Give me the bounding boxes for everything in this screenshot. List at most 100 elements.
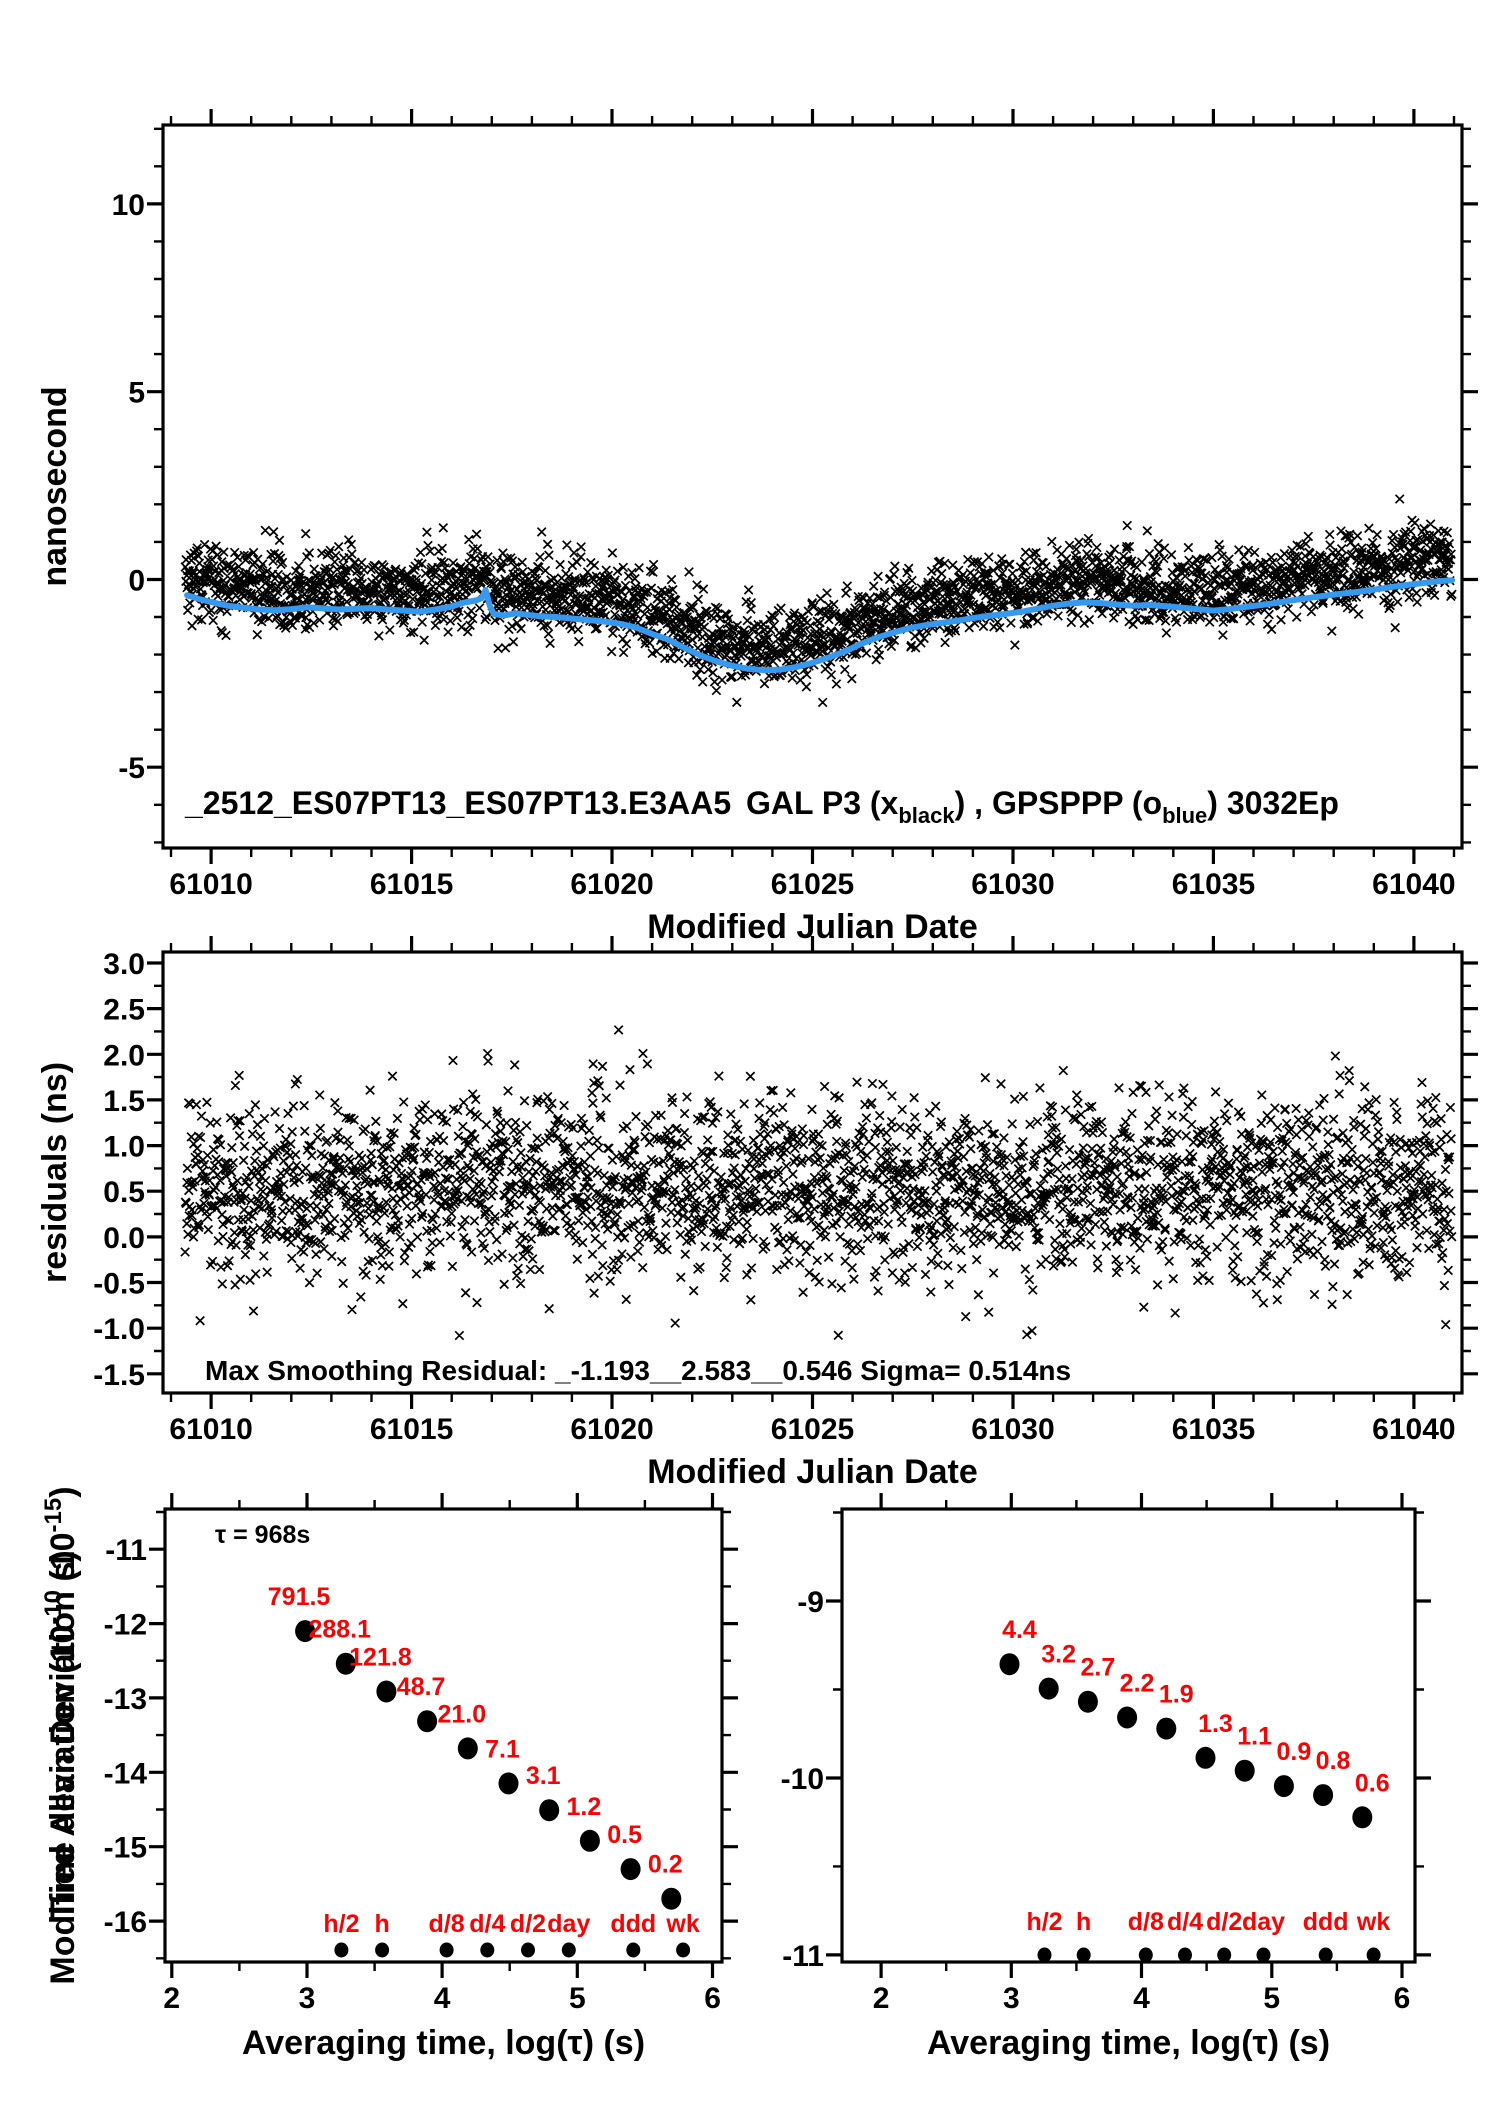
- mdev-tau-mark-label: d/2: [510, 1910, 546, 1938]
- tdev-x-tick-label: 4: [1133, 1982, 1150, 2015]
- top-panel-x-tick-label: 61025: [771, 868, 854, 901]
- mdev-y-axis-title: Modified Allan Deviation (10-15): [40, 1486, 82, 1984]
- residuals-panel-x-tick-label: 61025: [771, 1413, 854, 1446]
- tau-annotation: τ = 968s: [215, 1521, 310, 1549]
- tdev-point: [1352, 1806, 1373, 1829]
- top-panel-minor-ticks: [154, 116, 1471, 857]
- mdev-point: [661, 1887, 682, 1910]
- tdev-x-tick-label: 3: [1003, 1982, 1020, 2015]
- mdev-tau-mark-label: wk: [665, 1910, 699, 1938]
- residuals-scatter-markers: [180, 1025, 1457, 1341]
- legend-separator: ) , GPSPPP (o: [955, 785, 1162, 821]
- top-y-axis-title: nanosecond: [36, 386, 74, 586]
- tdev-frame: 2 3 4 5 6 -9 -10 -11: [781, 1493, 1431, 2015]
- residuals-panel-y-tick-label: -1.0: [93, 1313, 145, 1346]
- residuals-panel: 61010 61015 61020 61025 61030 61035 61040 3.0 2.…: [36, 936, 1478, 1491]
- mdev-point-value-label: 121.8: [349, 1644, 412, 1672]
- legend-epochs: ) 3032Ep: [1207, 785, 1339, 821]
- mdev-y-title-part: Modified Allan Deviation (10: [44, 1532, 82, 1984]
- mdev-tau-mark-dot: [375, 1942, 390, 1958]
- link-title: _2512_ES07PT13_ES07PT13.E3AA5: [184, 785, 731, 821]
- tdev-point-value-label: 1.3: [1198, 1710, 1233, 1738]
- tdev-point: [1313, 1784, 1334, 1807]
- max-smoothing-residual-annotation: Max Smoothing Residual: _-1.193__2.583__…: [205, 1355, 1071, 1386]
- residuals-panel-x-tick-label: 61020: [570, 1413, 653, 1446]
- mdev-x-tick-label: 3: [299, 1982, 316, 2015]
- legend-series1: GAL P3 (x: [746, 785, 899, 821]
- mdev-point: [539, 1799, 560, 1822]
- tdev-tau-mark-label: h: [1076, 1908, 1091, 1936]
- mdev-point-value-label: 48.7: [397, 1673, 446, 1701]
- residuals-panel-x-tick-label: 61035: [1172, 1413, 1255, 1446]
- top-panel-x-tick-label: 61010: [169, 868, 252, 901]
- tdev-point-value-label: 0.9: [1276, 1738, 1311, 1766]
- mdev-y-title-part: -15: [40, 1498, 67, 1533]
- tdev-point-value-label: 1.1: [1237, 1723, 1272, 1751]
- top-panel-x-tick-label: 61035: [1172, 868, 1255, 901]
- top-panel-x-tick-label: 61040: [1372, 868, 1455, 901]
- tdev-tau-mark-dot: [1366, 1947, 1381, 1963]
- mdev-point: [335, 1652, 356, 1675]
- gal-p3-scatter-markers: [180, 494, 1457, 708]
- top-panel-x-tick-label: 61030: [971, 868, 1054, 901]
- tdev-tau-mark-label: h/2: [1026, 1908, 1062, 1936]
- tdev-point-value-label: 1.9: [1159, 1681, 1194, 1709]
- top-panel-border: [161, 123, 1464, 850]
- residuals-panel-x-tick-label: 61015: [370, 1413, 453, 1446]
- tdev-x-tick-label: 2: [873, 1982, 890, 2015]
- tdev-tau-mark-dot: [1076, 1947, 1091, 1963]
- mdev-minor-ticks: [156, 1500, 731, 1971]
- tdev-y-tick-label: -10: [781, 1763, 824, 1796]
- residuals-panel-y-tick-label: 0.0: [103, 1222, 145, 1255]
- mdev-tau-mark-dot: [521, 1942, 535, 1958]
- mdev-frame: 2 3 4 5 6 -11 -12 -13 -14 -15 -16: [104, 1493, 738, 2015]
- mdev-point: [457, 1737, 478, 1760]
- mdev-y-tick-label: -13: [104, 1683, 147, 1716]
- tdev-x-tick-label: 5: [1263, 1982, 1280, 2015]
- tdev-x-axis-title: Averaging time, log(τ) (s): [927, 2024, 1330, 2062]
- tdev-tau-mark-label: d/8: [1128, 1908, 1164, 1936]
- residuals-panel-y-tick-label: 1.5: [103, 1085, 145, 1118]
- mdev-point-value-label: 3.1: [526, 1762, 561, 1790]
- mdev-border: [163, 1507, 724, 1964]
- residuals-panel-y-tick-label: 3.0: [103, 948, 145, 981]
- tdev-tau-mark-label: d/4: [1167, 1908, 1203, 1936]
- top-panel-y-tick-label: 5: [128, 377, 145, 410]
- residuals-panel-minor-ticks: [154, 943, 1471, 1402]
- residuals-y-axis-title: residuals (ns): [36, 1062, 74, 1283]
- tdev-point: [1195, 1746, 1216, 1769]
- residuals-panel-major-ticks: [147, 936, 1478, 1409]
- tdev-y-title-part: s): [44, 1550, 82, 1590]
- top-panel-y-tick-label: 0: [128, 564, 145, 597]
- mdev-tau-mark-dot: [439, 1942, 454, 1958]
- tdev-point-value-label: 0.6: [1355, 1769, 1390, 1797]
- mdev-point-value-label: 0.5: [607, 1821, 642, 1849]
- mdev-x-tick-label: 2: [163, 1982, 180, 2015]
- mdev-y-tick-label: -16: [104, 1906, 147, 1939]
- residuals-panel-x-tick-label: 61030: [971, 1413, 1054, 1446]
- top-panel-y-tick-label: 10: [112, 189, 145, 222]
- mdev-y-tick-label: -15: [104, 1832, 147, 1865]
- residuals-panel-x-tick-label: 61040: [1372, 1413, 1455, 1446]
- residuals-panel-y-tick-label: 2.5: [103, 994, 145, 1027]
- series-legend: GAL P3 (xblack) , GPSPPP (oblue) 3032Ep: [746, 785, 1339, 828]
- mdev-tau-mark-label: h/2: [323, 1910, 359, 1938]
- mdev-x-axis-title: Averaging time, log(τ) (s): [242, 2024, 645, 2062]
- tdev-tau-mark-dot: [1178, 1947, 1192, 1963]
- gpsppp-smoothed-line: [184, 577, 1455, 674]
- mdev-x-tick-label: 6: [704, 1982, 721, 2015]
- tdev-point-value-label: 2.7: [1080, 1654, 1115, 1682]
- mdev-point-value-label: 7.1: [485, 1735, 520, 1763]
- tdev-tau-mark-dot: [1217, 1947, 1232, 1963]
- tdev-tau-mark-dot: [1037, 1947, 1052, 1963]
- mdev-tau-mark-dot: [480, 1942, 495, 1958]
- top-panel-y-tick-label: -5: [118, 752, 145, 785]
- residuals-panel-y-tick-label: 1.0: [103, 1131, 145, 1164]
- tdev-tau-mark-dot: [1138, 1947, 1153, 1963]
- mdev-tau-mark-label: d/8: [429, 1910, 465, 1938]
- mdev-panel: 2 3 4 5 6 -11 -12 -13 -14 -15 -16 791.5 288.1121.848…: [40, 1486, 738, 2062]
- tdev-x-tick-label: 6: [1394, 1982, 1411, 2015]
- mdev-point: [376, 1680, 397, 1703]
